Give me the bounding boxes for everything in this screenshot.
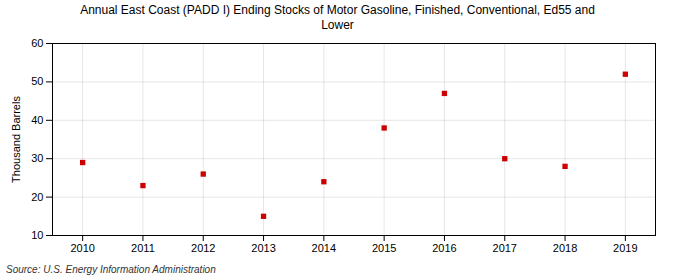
svg-text:2011: 2011 [131, 242, 155, 254]
svg-text:10: 10 [31, 229, 43, 241]
svg-text:2018: 2018 [553, 242, 577, 254]
html-text:Lower: Lower [321, 18, 354, 32]
svg-text:40: 40 [31, 114, 43, 126]
html-text:Annual East Coast (PADD I) End: Annual East Coast (PADD I) Ending Stocks… [80, 3, 595, 17]
svg-text:2010: 2010 [70, 242, 94, 254]
svg-text:2016: 2016 [432, 242, 456, 254]
svg-text:2017: 2017 [493, 242, 517, 254]
svg-text:30: 30 [31, 152, 43, 164]
svg-text:Thousand Barrels: Thousand Barrels [10, 96, 22, 183]
svg-text:20: 20 [31, 191, 43, 203]
svg-text:2014: 2014 [312, 242, 336, 254]
svg-text:50: 50 [31, 75, 43, 87]
svg-text:2012: 2012 [191, 242, 215, 254]
svg-text:60: 60 [31, 37, 43, 49]
svg-text:2013: 2013 [251, 242, 275, 254]
svg-text:2015: 2015 [372, 242, 396, 254]
svg-text:2019: 2019 [613, 242, 637, 254]
html-text:Source: U.S. Energy Informatio: Source: U.S. Energy Information Administ… [6, 264, 216, 275]
